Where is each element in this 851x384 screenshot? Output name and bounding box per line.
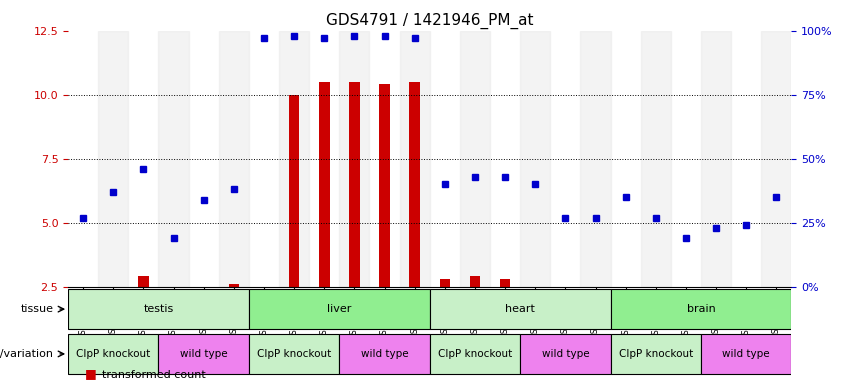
FancyBboxPatch shape	[701, 334, 791, 374]
Bar	[229, 284, 239, 287]
Text: wild type: wild type	[361, 349, 408, 359]
FancyBboxPatch shape	[68, 289, 248, 329]
Bar	[641, 31, 671, 287]
Text: tissue: tissue	[20, 304, 54, 314]
Bar	[440, 279, 450, 287]
Bar	[340, 31, 369, 287]
Bar	[319, 82, 329, 287]
Bar	[701, 31, 731, 287]
Text: ClpP knockout: ClpP knockout	[76, 349, 151, 359]
Bar	[470, 276, 480, 287]
Bar	[288, 95, 300, 287]
Title: GDS4791 / 1421946_PM_at: GDS4791 / 1421946_PM_at	[326, 13, 534, 29]
Text: heart: heart	[505, 304, 535, 314]
FancyBboxPatch shape	[248, 334, 340, 374]
Text: ■: ■	[85, 382, 97, 384]
Bar	[219, 31, 249, 287]
Bar	[349, 82, 360, 287]
Text: testis: testis	[143, 304, 174, 314]
Text: wild type: wild type	[541, 349, 589, 359]
Bar	[400, 31, 430, 287]
Bar	[409, 82, 420, 287]
FancyBboxPatch shape	[248, 289, 430, 329]
FancyBboxPatch shape	[520, 334, 610, 374]
Text: transformed count: transformed count	[102, 370, 206, 380]
Bar	[380, 84, 390, 287]
Bar	[158, 31, 189, 287]
FancyBboxPatch shape	[158, 334, 248, 374]
Bar	[98, 31, 129, 287]
Text: ClpP knockout: ClpP knockout	[619, 349, 693, 359]
Text: wild type: wild type	[722, 349, 770, 359]
Bar	[279, 31, 309, 287]
Text: liver: liver	[327, 304, 351, 314]
Bar	[138, 276, 149, 287]
Bar	[762, 31, 791, 287]
Text: brain: brain	[687, 304, 716, 314]
Text: wild type: wild type	[180, 349, 227, 359]
FancyBboxPatch shape	[430, 334, 520, 374]
Text: ClpP knockout: ClpP knockout	[257, 349, 331, 359]
FancyBboxPatch shape	[610, 334, 701, 374]
Text: ClpP knockout: ClpP knockout	[437, 349, 512, 359]
Bar	[460, 31, 490, 287]
FancyBboxPatch shape	[340, 334, 430, 374]
FancyBboxPatch shape	[610, 289, 791, 329]
Text: genotype/variation: genotype/variation	[0, 349, 54, 359]
FancyBboxPatch shape	[430, 289, 610, 329]
Bar	[520, 31, 551, 287]
Text: ■: ■	[85, 367, 97, 380]
Bar	[580, 31, 610, 287]
Bar	[500, 279, 511, 287]
FancyBboxPatch shape	[68, 334, 158, 374]
